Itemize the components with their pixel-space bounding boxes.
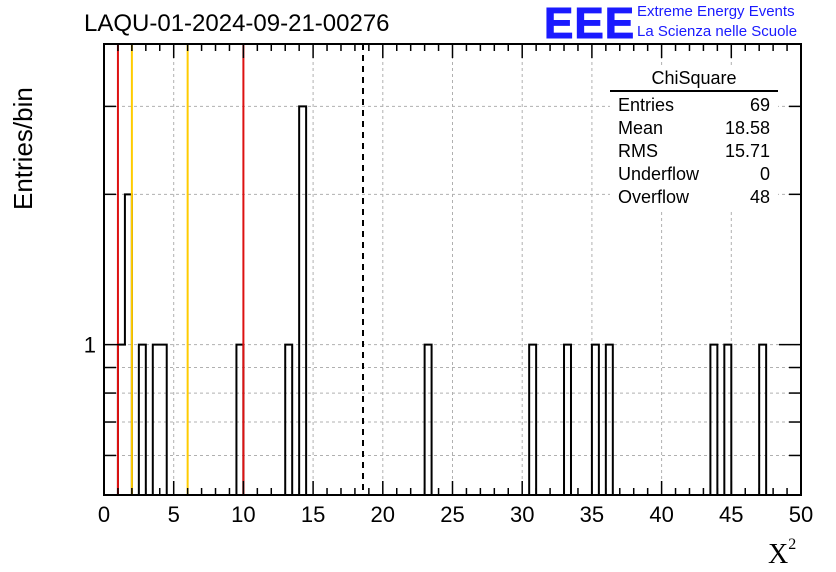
- stats-row-label: Underflow: [618, 164, 700, 184]
- x-tick-label: 20: [371, 502, 395, 527]
- x-tick-label: 5: [168, 502, 180, 527]
- x-axis-label-text: X: [768, 539, 789, 570]
- x-tick-label: 50: [789, 502, 813, 527]
- stats-row-label: Mean: [618, 118, 664, 138]
- eee-logo: EEE: [544, 2, 634, 42]
- stats-row-value: 18.58: [724, 118, 770, 138]
- x-tick-label: 45: [719, 502, 743, 527]
- histogram-outline: [104, 105, 801, 496]
- x-tick-label: 15: [301, 502, 325, 527]
- x-tick-label: 25: [440, 502, 464, 527]
- x-tick-label: 0: [98, 502, 110, 527]
- stats-row-label: Overflow: [618, 187, 690, 207]
- stats-row-value: 0: [759, 164, 770, 184]
- stats-box-name: ChiSquare: [610, 68, 778, 92]
- x-axis-label: X2: [768, 536, 796, 571]
- stats-row-label: RMS: [618, 141, 658, 161]
- stats-row: Overflow 48: [610, 186, 778, 209]
- histogram-bin: [299, 106, 306, 495]
- stats-row-value: 69: [749, 95, 770, 115]
- stats-row-value: 15.71: [724, 141, 770, 161]
- logo-text: Extreme Energy Events La Scienza nelle S…: [637, 2, 797, 42]
- stats-row: Mean 18.58: [610, 117, 778, 140]
- stats-row: Entries 69: [610, 94, 778, 117]
- stats-box: ChiSquare Entries 69 Mean 18.58 RMS 15.71 Unde…: [610, 68, 778, 209]
- stats-row-label: Entries: [618, 95, 675, 115]
- stats-row: RMS 15.71: [610, 140, 778, 163]
- logo-mark: EEE: [544, 2, 634, 42]
- x-tick-label: 35: [580, 502, 604, 527]
- stats-row: Underflow 0: [610, 163, 778, 186]
- x-tick-label: 40: [649, 502, 673, 527]
- logo-line1: Extreme Energy Events: [637, 3, 795, 20]
- stats-row-value: 48: [749, 187, 770, 207]
- stats-rows: Entries 69 Mean 18.58 RMS 15.71 Underflow 0 Over…: [610, 94, 778, 209]
- x-tick-label: 10: [231, 502, 255, 527]
- y-tick-label: 1: [84, 333, 96, 358]
- chart-title: LAQU-01-2024-09-21-00276: [84, 10, 390, 37]
- logo-line2: La Scienza nelle Scuole: [637, 23, 798, 40]
- x-axis-label-sup: 2: [788, 536, 797, 553]
- x-tick-label: 30: [510, 502, 534, 527]
